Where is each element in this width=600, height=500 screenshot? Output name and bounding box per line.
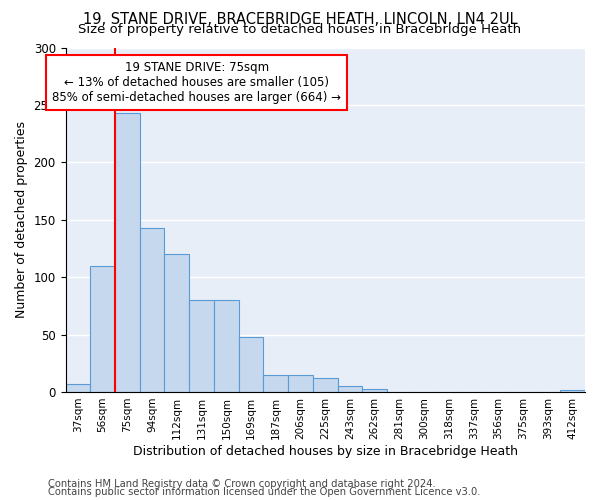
Y-axis label: Number of detached properties: Number of detached properties — [15, 121, 28, 318]
Text: Contains public sector information licensed under the Open Government Licence v3: Contains public sector information licen… — [48, 487, 481, 497]
Bar — [263, 374, 288, 392]
Bar — [239, 337, 263, 392]
Bar — [65, 384, 90, 392]
Bar — [560, 390, 585, 392]
Text: Size of property relative to detached houses in Bracebridge Heath: Size of property relative to detached ho… — [79, 24, 521, 36]
X-axis label: Distribution of detached houses by size in Bracebridge Heath: Distribution of detached houses by size … — [133, 444, 518, 458]
Bar — [189, 300, 214, 392]
Bar — [164, 254, 189, 392]
Bar — [362, 388, 387, 392]
Bar — [338, 386, 362, 392]
Bar — [140, 228, 164, 392]
Text: 19 STANE DRIVE: 75sqm
← 13% of detached houses are smaller (105)
85% of semi-det: 19 STANE DRIVE: 75sqm ← 13% of detached … — [52, 62, 341, 104]
Bar — [288, 374, 313, 392]
Bar — [313, 378, 338, 392]
Bar — [115, 113, 140, 392]
Text: 19, STANE DRIVE, BRACEBRIDGE HEATH, LINCOLN, LN4 2UL: 19, STANE DRIVE, BRACEBRIDGE HEATH, LINC… — [83, 12, 517, 28]
Bar — [214, 300, 239, 392]
Bar — [90, 266, 115, 392]
Text: Contains HM Land Registry data © Crown copyright and database right 2024.: Contains HM Land Registry data © Crown c… — [48, 479, 436, 489]
